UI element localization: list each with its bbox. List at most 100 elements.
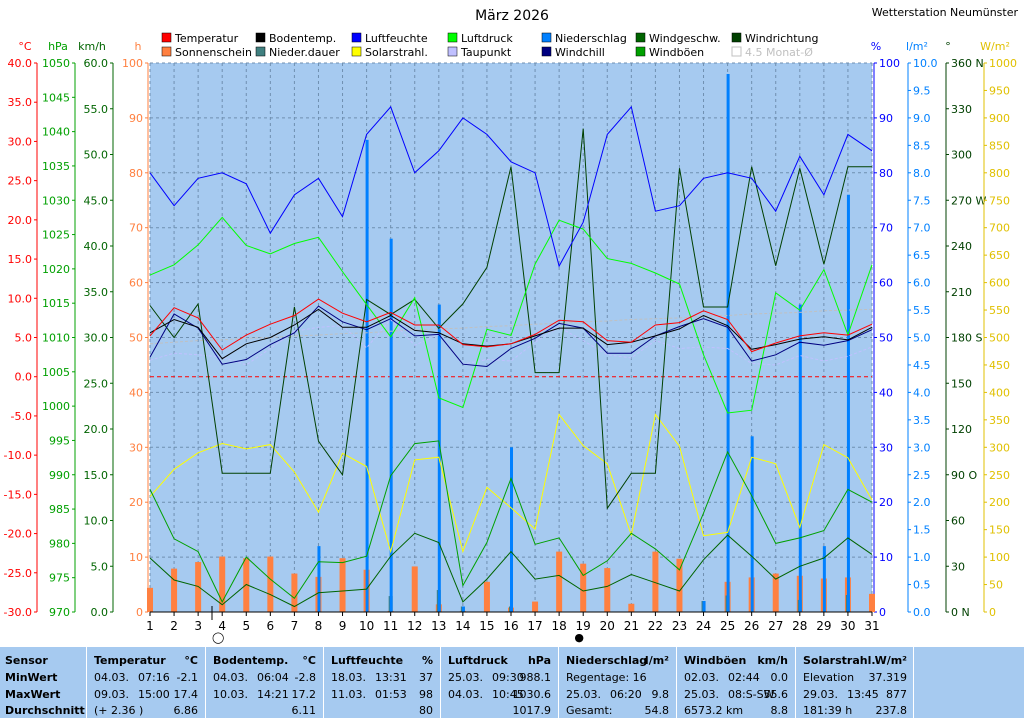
tick-label-rain: 6.0 (913, 277, 931, 290)
stats-separator (795, 647, 796, 718)
x-tick-label: 4 (218, 619, 226, 633)
x-tick-label: 2 (170, 619, 178, 633)
stats-column-niederschlag: Niederschlag l/m² Regentage: 16 25.03. 06:20… (558, 647, 675, 718)
row-label-avg: Durchschnitt (5, 704, 85, 717)
tick-label-solar: 700 (989, 222, 1010, 235)
right-axes: %1009080706050403020100l/m²10.09.59.08.5… (871, 40, 1017, 619)
tick-label-solar: 600 (989, 277, 1010, 290)
tick-label-temp: 15.0 (8, 253, 33, 266)
tick-label-solar: 200 (989, 496, 1010, 509)
precipitation-bar (846, 194, 850, 612)
stats-date: 18.03. (331, 671, 366, 684)
sunshine-bar (676, 558, 683, 612)
stats-value: 54.8 (644, 704, 670, 717)
sunshine-bar (411, 566, 418, 612)
stats-separator (86, 647, 87, 718)
series-line-solarstrahl- (149, 413, 873, 554)
stats-unit: % (421, 654, 433, 667)
legend-label: Sonnenschein (175, 46, 252, 59)
tick-label-rain: 2.0 (913, 496, 931, 509)
tick-label-pressure: 990 (49, 469, 70, 482)
stats-value: -2.1 (176, 671, 198, 684)
tick-label-direction: 270 W (951, 194, 986, 207)
left-axes: °C 40.0 35.0 30.0 25.0 20.0 15.0 10.0 5.0 0.0 -5.0… (4, 40, 149, 619)
tick-label-wind_speed: 40.0 (84, 240, 109, 253)
tick-label-pressure: 995 (49, 434, 70, 447)
tick-label-rain: 9.0 (913, 112, 931, 125)
stats-time: 13:31 (375, 671, 407, 684)
sunshine-bar (339, 558, 346, 612)
stats-title: Temperatur (94, 654, 166, 667)
stats-separator (440, 647, 441, 718)
stats-value: 37.319 (868, 671, 908, 684)
tick-label-humidity: 0 (879, 606, 886, 619)
tick-label-rain: 1.5 (913, 524, 931, 537)
sunshine-bar (628, 603, 635, 612)
x-axis: 1 2 3 4 5 6 7 8 9 10 11 12 13 14 15 16 17 18 19 20 21 22 23 24 2… (146, 606, 880, 644)
stats-title: Luftfeuchte (331, 654, 404, 667)
x-tick-label: 14 (455, 619, 470, 633)
tick-label-solar: 0 (989, 606, 996, 619)
stats-date: 04.03. (94, 671, 129, 684)
x-tick-label: 30 (840, 619, 855, 633)
stats-value: 6.11 (291, 704, 317, 717)
stats-panel: Sensor MinWert MaxWert Durchschnitt Temp… (0, 647, 1024, 718)
legend-label: Nieder.dauer (269, 46, 340, 59)
tick-label-pressure: 985 (49, 503, 70, 516)
series-line-luftdruck (149, 216, 873, 414)
tick-label-temp: 35.0 (8, 96, 33, 109)
tick-label-rain: 4.5 (913, 359, 931, 372)
precipitation-bar (317, 546, 321, 612)
stats-unit: °C (184, 654, 198, 667)
tick-label-pressure: 1030 (42, 194, 70, 207)
sunshine-bar (652, 551, 659, 612)
stats-column-luftdruck: Luftdruck hPa 25.03. 09:30 988.1 04.03. 10:45 1… (440, 647, 557, 718)
row-label-sensor: Sensor (5, 654, 48, 667)
axis-unit-temp: °C (18, 40, 32, 53)
legend-swatch (255, 46, 266, 57)
precipitation-bar (798, 304, 802, 612)
stats-date: Elevation (803, 671, 855, 684)
stats-date: 29.03. (803, 688, 838, 701)
x-tick-label: 9 (339, 619, 347, 633)
sunshine-bar (219, 556, 226, 612)
series-line-windgeschw- (149, 532, 873, 608)
tick-label-hours: 30 (129, 441, 143, 454)
stats-value: 237.8 (875, 704, 908, 717)
stats-value: 988.1 (519, 671, 552, 684)
precipitation-bar (750, 436, 754, 612)
legend-swatch (351, 46, 362, 57)
precipitation-bar (510, 447, 513, 612)
legend-label: Temperatur (174, 32, 239, 45)
x-tick-label: 5 (242, 619, 250, 633)
axis-unit-rain: l/m² (906, 40, 928, 53)
stats-value: 55.6 (763, 688, 789, 701)
row-label-max: MaxWert (5, 688, 61, 701)
tick-label-humidity: 30 (879, 441, 893, 454)
tick-label-solar: 950 (989, 84, 1010, 97)
stats-time: 15:00 (138, 688, 170, 701)
tick-label-rain: 3.5 (913, 414, 931, 427)
legend-label: Windböen (649, 46, 704, 59)
stats-unit: °C (302, 654, 316, 667)
stats-column-temperatur: Temperatur °C 04.03. 07:16 -2.1 09.03. 15:00 17… (86, 647, 204, 718)
series-line-windrichtung (149, 128, 872, 510)
stats-value: 1030.6 (512, 688, 552, 701)
tick-label-solar: 850 (989, 139, 1010, 152)
tick-label-solar: 500 (989, 332, 1010, 345)
stats-unit: km/h (757, 654, 788, 667)
stats-separator (558, 647, 559, 718)
tick-label-hours: 20 (129, 496, 143, 509)
tick-label-rain: 6.5 (913, 249, 931, 262)
sunshine-bar (772, 573, 779, 612)
stats-time: 01:53 (375, 688, 407, 701)
tick-label-pressure: 1040 (42, 126, 70, 139)
tick-label-rain: 10.0 (913, 57, 938, 70)
stats-time: 06:20 (610, 688, 642, 701)
axis-unit-humidity: % (871, 40, 881, 53)
legend-swatch (447, 46, 458, 57)
bars (147, 73, 875, 613)
stats-date: Regentage: 16 (566, 671, 647, 684)
stats-value: 17.4 (173, 688, 199, 701)
tick-label-direction: 300 (951, 149, 972, 162)
